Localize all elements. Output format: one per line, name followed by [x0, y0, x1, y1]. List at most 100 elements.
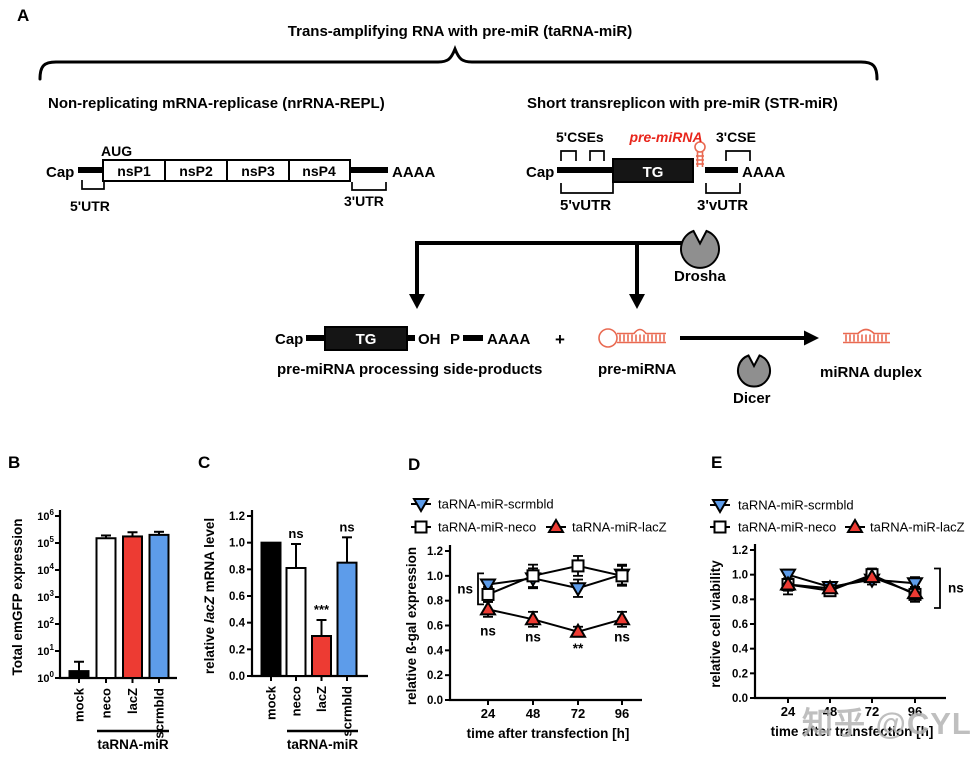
5utr-label: 5'UTR [70, 198, 110, 214]
legend-label: taRNA-miR-neco [438, 520, 536, 535]
str-polyA-label: AAAA [742, 164, 785, 181]
x-tick-label: mock [264, 685, 279, 720]
nsP4-label: nsP4 [302, 163, 336, 179]
5utr-bracket [81, 180, 105, 190]
5cses-label: 5'CSEs [556, 129, 604, 145]
y-tick-label: 0.8 [229, 564, 246, 576]
x-tick-label: scrmbld [340, 686, 355, 737]
square-marker [481, 587, 495, 601]
products-polyA-label: AAAA [487, 331, 530, 348]
mirna-duplex-icon [843, 328, 890, 344]
mirna-duplex-label: miRNA duplex [820, 364, 923, 381]
legend-label: taRNA-miR-neco [738, 520, 836, 535]
x-tick-label: 96 [908, 704, 922, 719]
aug-label: AUG [101, 143, 132, 159]
square-marker [526, 569, 540, 583]
bar-neco [95, 537, 117, 680]
y-tick-label: 1.0 [229, 538, 245, 550]
x-tick-label: neco [289, 686, 304, 716]
sig-annotation: ns [614, 630, 630, 645]
bar-neco [285, 567, 307, 677]
axis [753, 544, 946, 700]
panel-b-label: B [8, 453, 21, 472]
bar-lacZ [122, 535, 143, 679]
legend-label: taRNA-miR-scrmbld [438, 497, 554, 512]
x-tick-label: 72 [865, 704, 879, 719]
y-tick-label: 0.4 [427, 645, 444, 657]
sig-annotation: ns [339, 519, 354, 534]
panel-a-label: A [17, 6, 30, 25]
legend-label: taRNA-miR-lacZ [870, 520, 965, 535]
3utr-bracket [351, 182, 387, 191]
x-tick-label: 48 [526, 706, 540, 721]
x-tick-label: neco [99, 688, 114, 718]
3cse-label: 3'CSE [716, 129, 756, 145]
legend-marker-triangle-down [412, 498, 430, 513]
y-tick-label: 0.6 [732, 619, 748, 631]
series-line [487, 564, 623, 596]
drosha-icon [680, 229, 720, 269]
y-tick-label: 101 [37, 643, 54, 658]
x-axis-title: time after transfection [h] [467, 726, 630, 741]
y-tick-label: 1.0 [732, 570, 748, 582]
y-tick-label: 0.0 [732, 693, 748, 705]
sig-annotation: *** [314, 602, 330, 617]
products-cap-label: Cap [275, 331, 303, 348]
triangle-up-marker [863, 568, 881, 584]
sig-bracket [934, 567, 941, 609]
triangle-down-marker [569, 582, 587, 598]
triangle-up-marker [479, 600, 497, 616]
side-products-label: pre-miRNA processing side-products [277, 361, 542, 378]
y-tick-label: 0.2 [732, 668, 748, 680]
legend-marker-triangle-up [547, 518, 565, 533]
x-tick-label: scrmbld [152, 688, 167, 739]
x-tick-label: 24 [481, 706, 496, 721]
legend-marker-triangle-up [846, 518, 864, 533]
y-tick-label: 0.0 [427, 695, 443, 707]
watermark: 知乎 @CYL [802, 706, 972, 741]
y-tick-label: 1.2 [732, 545, 748, 557]
x-axis-title: time after transfection [h] [771, 724, 934, 739]
series-line [487, 608, 623, 633]
triangle-up-marker [569, 622, 587, 638]
y-tick-label: 0.2 [229, 644, 245, 656]
series-line [787, 576, 916, 595]
y-tick-label: 0.4 [229, 618, 246, 630]
triangle-up-marker [779, 575, 797, 591]
legend-marker-square [713, 520, 727, 534]
y-tick-label: 0.4 [732, 644, 749, 656]
y-tick-label: 1.0 [427, 571, 443, 583]
nrRNA-3utr-line [350, 167, 388, 173]
tg-label: TG [643, 164, 664, 181]
3utr-label: 3'UTR [344, 193, 384, 209]
products-line-1 [306, 335, 325, 341]
y-tick-label: 0.6 [229, 591, 245, 603]
x-tick-label: 96 [615, 706, 629, 721]
bar-mock [260, 541, 282, 677]
sig-annotation: ns [480, 623, 496, 638]
y-tick-label: 1.2 [229, 511, 245, 523]
products-line-2 [407, 335, 415, 341]
arrowhead-left-icon [409, 294, 425, 309]
square-marker [615, 569, 629, 583]
nrRNA-polyA-label: AAAA [392, 164, 435, 181]
nsP3-label: nsP3 [241, 163, 275, 179]
y-tick-label: 0.6 [427, 621, 443, 633]
pre-mirna-icon [598, 328, 666, 348]
panel-c-chart: 0.0 0.2 0.4 0.6 0.8 1.0 1.2 relative lacZ mRNA … [202, 510, 368, 752]
5vutr-label: 5'vUTR [560, 197, 611, 214]
cse-bracket-3 [725, 150, 751, 161]
3vutr-bracket [705, 183, 741, 194]
y-tick-label: 0.2 [427, 670, 443, 682]
str-cap-label: Cap [526, 164, 554, 181]
taRNA-brace [38, 44, 879, 81]
sig-annotation: ns [288, 526, 303, 541]
cse-bracket-1 [560, 150, 577, 161]
panel-d-label: D [408, 455, 421, 474]
dicer-label: Dicer [733, 390, 771, 407]
bracket-label: ns [457, 581, 473, 596]
p-label: P [450, 331, 460, 348]
str-3vutr-line [705, 167, 738, 173]
bar-mock [68, 670, 90, 679]
